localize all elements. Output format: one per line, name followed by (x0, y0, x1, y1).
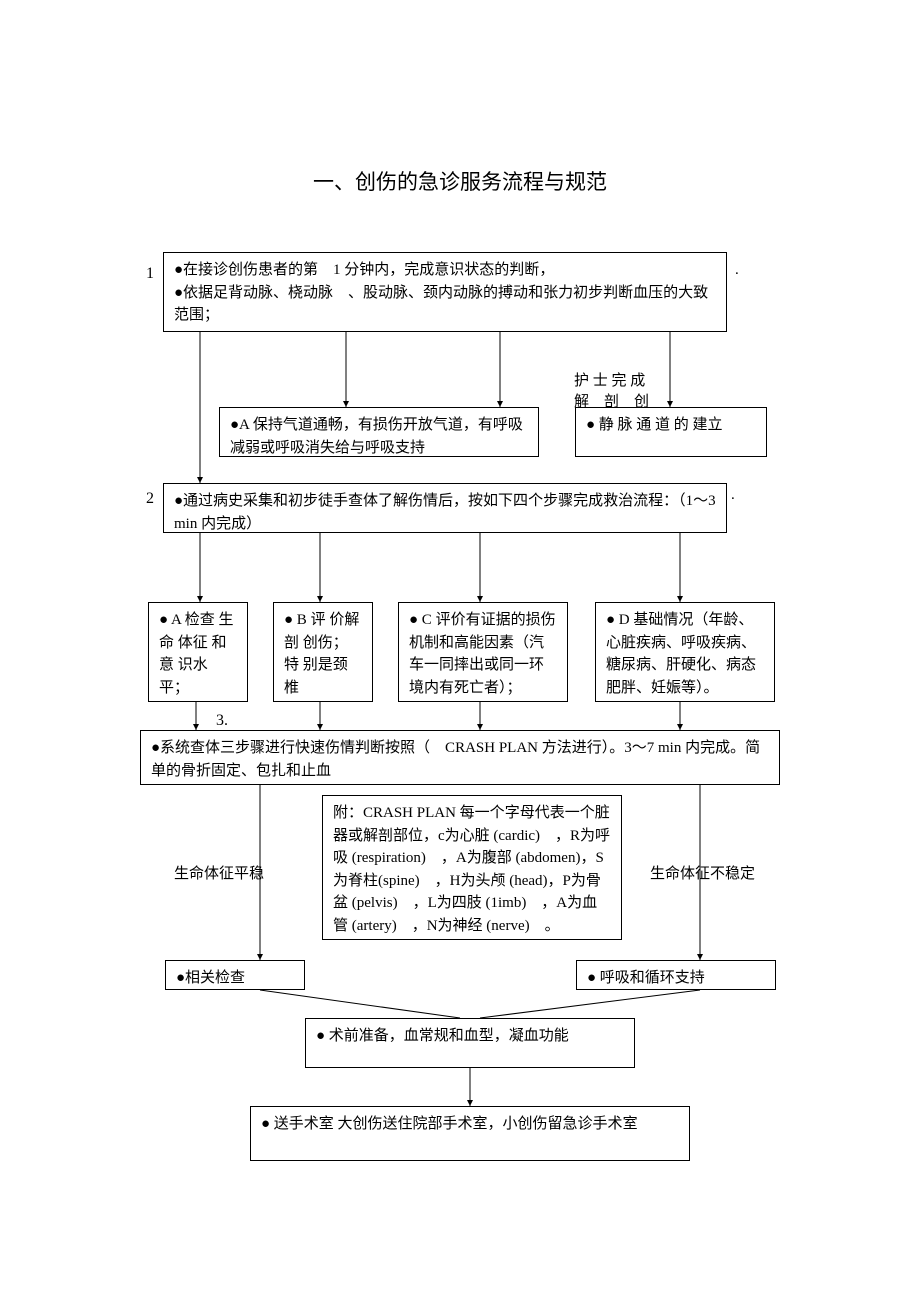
box-b: ● B 评 价解 剖 创伤；特 别是颈椎 (273, 602, 373, 702)
box-airway: ●A 保持气道通畅，有损伤开放气道，有呼吸减弱或呼吸消失给与呼吸支持 (219, 407, 539, 457)
box-iv: ● 静 脉 通 道 的 建立 (575, 407, 767, 457)
box-step3: ●系统查体三步骤进行快速伤情判断按照（ CRASH PLAN 方法进行）。3～7… (140, 730, 780, 785)
box-or: ● 送手术室 大创伤送住院部手术室，小创伤留急诊手术室 (250, 1106, 690, 1161)
box-step1: ●在接诊创伤患者的第 1 分钟内，完成意识状态的判断， ●依据足背动脉、桡动脉 … (163, 252, 727, 332)
box-d: ● D 基础情况（年龄、心脏疾病、呼吸疾病、糖尿病、肝硬化、病态肥胖、妊娠等）。 (595, 602, 775, 702)
box-crash-plan: 附：CRASH PLAN 每一个字母代表一个脏器或解剖部位，c为心脏 (card… (322, 795, 622, 940)
box-step1-line1: ●在接诊创伤患者的第 1 分钟内，完成意识状态的判断， (174, 259, 716, 282)
box-step2: ●通过病史采集和初步徒手查体了解伤情后，按如下四个步骤完成救治流程：（1～3 m… (163, 483, 727, 533)
box-exam: ●相关检查 (165, 960, 305, 990)
stable-label: 生命体征平稳 (174, 862, 264, 883)
box-support: ● 呼吸和循环支持 (576, 960, 776, 990)
flowchart-page: 一、创伤的急诊服务流程与规范 1 . ●在接诊创伤患者的第 1 分钟内，完成意识… (0, 0, 920, 1303)
box-step1-line2: ●依据足背动脉、桡动脉 、股动脉、颈内动脉的搏动和张力初步判断血压的大致范围； (174, 282, 716, 327)
page-title: 一、创伤的急诊服务流程与规范 (0, 166, 920, 196)
box-c: ● C 评价有证据的损伤机制和高能因素（汽车一同摔出或同一环境内有死亡者）； (398, 602, 568, 702)
box-preop: ● 术前准备，血常规和血型，凝血功能 (305, 1018, 635, 1068)
box-a: ● A 检查 生 命 体征 和 意 识水平； (148, 602, 248, 702)
step-3-number: 3. (216, 712, 228, 730)
decorative-dot-1: . (735, 262, 739, 279)
decorative-dot-2: . (731, 487, 735, 504)
step-2-number: 2 (146, 490, 154, 508)
nurse-label-l1: 护 士 完 成 (574, 369, 649, 390)
step-1-number: 1 (146, 265, 154, 283)
unstable-label: 生命体征不稳定 (650, 862, 755, 883)
nurse-label: 护 士 完 成 解 剖 创 (574, 369, 649, 411)
